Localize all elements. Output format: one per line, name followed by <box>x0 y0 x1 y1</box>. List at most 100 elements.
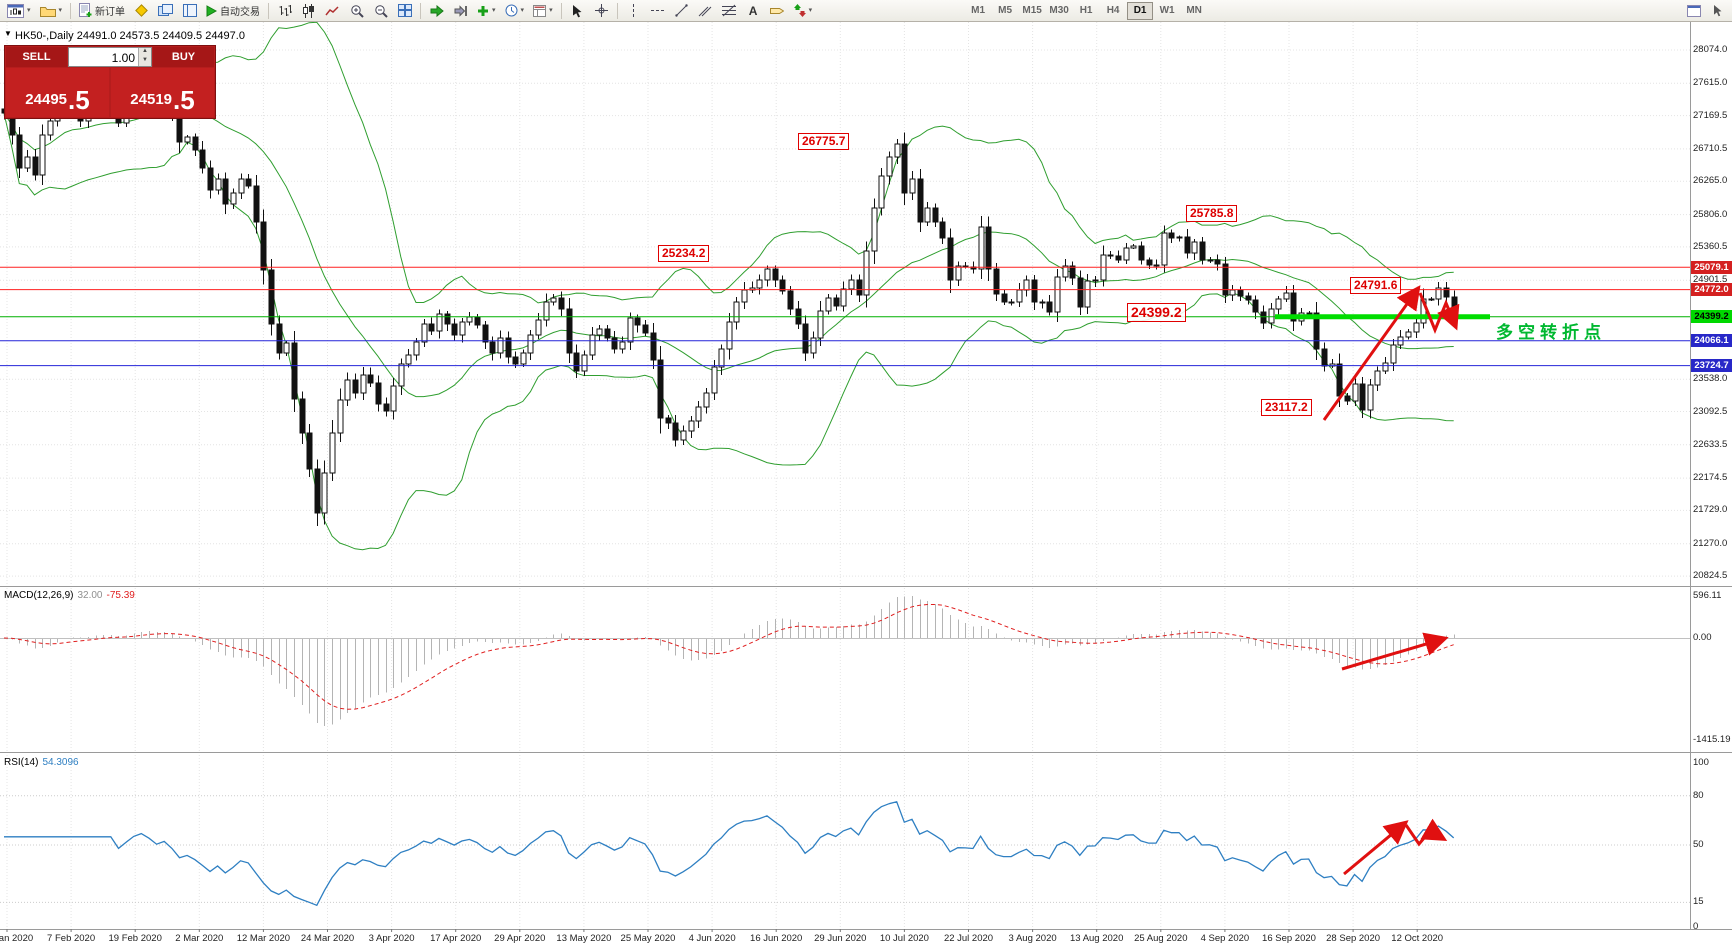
timeframe-button-m15[interactable]: M15 <box>1019 2 1045 20</box>
navigator-button[interactable] <box>178 1 201 21</box>
zoom-in-button[interactable] <box>345 1 368 21</box>
price-line-tag: 24066.1 <box>1691 334 1732 348</box>
rsi-scale-label: 80 <box>1693 789 1704 801</box>
volume-value[interactable]: 1.00 <box>111 51 135 65</box>
fibonacci-button[interactable] <box>718 1 741 21</box>
horizontal-line-button[interactable] <box>646 1 669 21</box>
new-order-button[interactable]: 新订单 <box>75 1 129 21</box>
date-axis-label: 17 Apr 2020 <box>430 933 482 944</box>
price-callout[interactable]: 24791.6 <box>1350 277 1402 294</box>
up-trend-arrow <box>1322 285 1421 421</box>
bar-chart-button[interactable] <box>273 1 296 21</box>
timeframe-button-m5[interactable]: M5 <box>992 2 1018 20</box>
periods-button[interactable]: ▾ <box>501 1 529 21</box>
panel-separators[interactable] <box>0 22 1732 932</box>
date-axis-label: 12 Oct 2020 <box>1391 933 1444 944</box>
horizontal-line-objects[interactable] <box>0 266 1690 367</box>
line-chart-button[interactable] <box>321 1 344 21</box>
cursor-button[interactable] <box>566 1 589 21</box>
chevron-down-icon: ▾ <box>549 6 553 14</box>
auto-scroll-button[interactable] <box>425 1 448 21</box>
arrows-button[interactable]: ▾ <box>790 1 817 21</box>
price-callout[interactable]: 24399.2 <box>1127 303 1186 322</box>
zoom-out-button[interactable] <box>369 1 392 21</box>
date-axis-label: 24 Jan 2020 <box>0 933 34 944</box>
chevron-down-icon: ▾ <box>492 6 496 14</box>
chart-shift-icon <box>454 4 467 17</box>
new-order-icon <box>79 3 92 17</box>
candlestick-chart-icon <box>303 3 315 18</box>
volume-input[interactable]: 1.00 ▲ ▼ <box>68 47 152 67</box>
volume-up-icon[interactable]: ▲ <box>139 48 151 57</box>
timeframe-button-h1[interactable]: H1 <box>1073 2 1099 20</box>
rsi-indicator-label: RSI(14) 54.3096 <box>4 757 79 768</box>
price-line-tag: 25079.1 <box>1691 260 1732 274</box>
volume-spinner: ▲ ▼ <box>138 48 151 66</box>
price-scale-label: 24901.5 <box>1693 274 1728 286</box>
turning-point-annotation[interactable]: 多空转折点 <box>1496 323 1606 342</box>
price-scale-label: 28074.0 <box>1693 44 1728 55</box>
trade-panel-collapse-icon[interactable]: ▼ <box>4 29 12 38</box>
timeframe-button-h4[interactable]: H4 <box>1100 2 1126 20</box>
text-button[interactable]: A <box>742 1 765 21</box>
rsi-line <box>4 801 1455 907</box>
date-axis-label: 29 Apr 2020 <box>494 933 546 944</box>
channel-icon <box>698 6 712 17</box>
sell-button[interactable]: SELL <box>6 47 67 67</box>
trend-arrows[interactable] <box>1322 285 1460 876</box>
macd-signal-value: -75.39 <box>106 590 135 601</box>
zoom-out-icon <box>374 4 388 18</box>
clock-icon <box>505 4 518 17</box>
timeframe-button-m1[interactable]: M1 <box>965 2 991 20</box>
timeframe-button-d1[interactable]: D1 <box>1127 1 1154 20</box>
price-scale-label: 27615.0 <box>1693 77 1728 89</box>
trendline-button[interactable] <box>670 1 693 21</box>
toolbar-separator <box>560 2 562 19</box>
candlestick-chart-button[interactable] <box>297 1 320 21</box>
tile-windows-button[interactable] <box>393 1 416 21</box>
new-chart-icon <box>7 3 24 18</box>
tile-windows-icon <box>397 4 412 17</box>
timeframe-button-m30[interactable]: M30 <box>1046 2 1072 20</box>
profiles-button[interactable]: ▾ <box>36 1 67 21</box>
toolbar-separator <box>616 2 618 19</box>
price-callout[interactable]: 23117.2 <box>1261 399 1312 416</box>
price-scale-label: 25806.0 <box>1693 208 1728 220</box>
macd-indicator-label: MACD(12,26,9) 32.00 -75.39 <box>4 590 135 601</box>
pointer-tool-button[interactable] <box>1706 1 1729 21</box>
indicators-button[interactable]: ▾ <box>473 1 500 21</box>
price-scale-label: 26265.0 <box>1693 175 1728 187</box>
chart-shift-button[interactable] <box>449 1 472 21</box>
buy-price-button[interactable]: 24519.5 <box>111 68 214 117</box>
price-scale-label: 26710.5 <box>1693 142 1728 154</box>
equidistant-channel-button[interactable] <box>694 1 717 21</box>
one-click-trading-panel: SELL 1.00 ▲ ▼ BUY 24495.5 24519.5 <box>4 45 216 119</box>
templates-button[interactable]: ▾ <box>529 1 557 21</box>
new-chart-button[interactable]: ▾ <box>3 1 35 21</box>
fibonacci-icon <box>722 4 737 17</box>
timeframe-button-w1[interactable]: W1 <box>1154 2 1180 20</box>
sell-price-button[interactable]: 24495.5 <box>6 68 109 117</box>
macd-scale-label: 0.00 <box>1693 632 1712 643</box>
market-watch-button[interactable] <box>154 1 177 21</box>
date-axis-label: 16 Jun 2020 <box>750 933 803 944</box>
timeframe-button-mn[interactable]: MN <box>1181 2 1207 20</box>
metaeditor-button[interactable] <box>130 1 153 21</box>
autotrading-button[interactable]: 自动交易 <box>202 1 264 21</box>
text-label-button[interactable] <box>766 1 789 21</box>
cursor-icon <box>572 4 582 17</box>
new-window-button[interactable] <box>1682 1 1705 21</box>
volume-down-icon[interactable]: ▼ <box>139 57 151 66</box>
vertical-line-button[interactable] <box>622 1 645 21</box>
price-callout[interactable]: 25234.2 <box>658 245 710 262</box>
date-axis-label: 25 Aug 2020 <box>1134 933 1188 944</box>
toolbar-separator <box>268 2 270 19</box>
date-axis-label: 19 Feb 2020 <box>108 933 162 944</box>
rsi-scale-label: 15 <box>1693 896 1704 908</box>
price-callout[interactable]: 25785.8 <box>1186 205 1238 222</box>
price-callout[interactable]: 26775.7 <box>798 133 850 150</box>
horizontal-line-icon <box>650 10 664 11</box>
crosshair-button[interactable] <box>590 1 613 21</box>
buy-price-int: 24519 <box>130 91 173 108</box>
buy-button[interactable]: BUY <box>153 47 214 67</box>
